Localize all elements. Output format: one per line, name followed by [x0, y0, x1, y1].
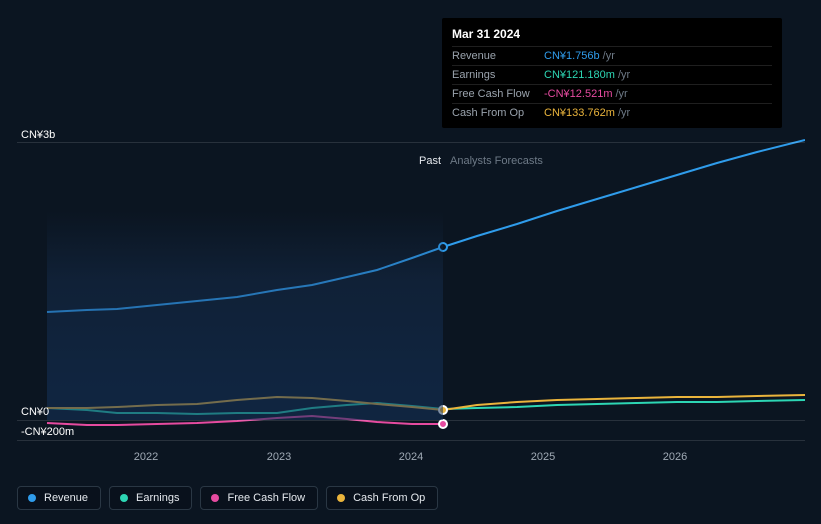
tooltip-unit: /yr: [618, 69, 630, 81]
legend-swatch: [337, 494, 345, 502]
x-axis-tick: 2022: [134, 451, 158, 463]
x-axis-tick: 2025: [531, 451, 555, 463]
marker-free-cash-flow: [439, 420, 447, 428]
tooltip-value: CN¥121.180m: [544, 69, 615, 81]
legend-swatch: [211, 494, 219, 502]
gridline: [17, 420, 805, 421]
y-axis-label: CN¥0: [21, 406, 49, 418]
x-axis-tick: 2024: [399, 451, 423, 463]
tooltip-metric-label: Cash From Op: [452, 107, 544, 119]
tooltip-row: RevenueCN¥1.756b/yr: [452, 46, 772, 65]
tooltip-unit: /yr: [603, 50, 615, 62]
tooltip-value: CN¥133.762m: [544, 107, 615, 119]
legend-swatch: [28, 494, 36, 502]
legend-item-revenue[interactable]: Revenue: [17, 486, 101, 510]
tooltip-value: CN¥1.756b: [544, 50, 600, 62]
forecast-label: Analysts Forecasts: [450, 155, 543, 167]
y-axis-label: -CN¥200m: [21, 426, 74, 438]
legend-label: Cash From Op: [353, 492, 425, 504]
x-axis-tick: 2026: [663, 451, 687, 463]
legend-label: Revenue: [44, 492, 88, 504]
past-label: Past: [419, 155, 441, 167]
tooltip-row: EarningsCN¥121.180m/yr: [452, 65, 772, 84]
chart-legend: Revenue Earnings Free Cash Flow Cash From O…: [17, 486, 438, 510]
y-axis-label: CN¥3b: [21, 129, 55, 141]
past-region-shade: [47, 142, 443, 420]
tooltip-date: Mar 31 2024: [452, 24, 772, 46]
x-axis-baseline: [17, 440, 805, 441]
tooltip-row: Free Cash Flow-CN¥12.521m/yr: [452, 84, 772, 103]
x-axis: 2022 2023 2024 2025 2026: [17, 448, 805, 468]
legend-swatch: [120, 494, 128, 502]
legend-item-cash-from-op[interactable]: Cash From Op: [326, 486, 438, 510]
chart-tooltip: Mar 31 2024 RevenueCN¥1.756b/yrEarningsC…: [442, 18, 782, 128]
legend-label: Earnings: [136, 492, 179, 504]
tooltip-metric-label: Free Cash Flow: [452, 88, 544, 100]
tooltip-unit: /yr: [618, 107, 630, 119]
tooltip-metric-label: Revenue: [452, 50, 544, 62]
tooltip-row: Cash From OpCN¥133.762m/yr: [452, 103, 772, 122]
legend-label: Free Cash Flow: [227, 492, 305, 504]
tooltip-value: -CN¥12.521m: [544, 88, 612, 100]
tooltip-unit: /yr: [615, 88, 627, 100]
x-axis-tick: 2023: [267, 451, 291, 463]
legend-item-free-cash-flow[interactable]: Free Cash Flow: [200, 486, 318, 510]
legend-item-earnings[interactable]: Earnings: [109, 486, 192, 510]
tooltip-metric-label: Earnings: [452, 69, 544, 81]
